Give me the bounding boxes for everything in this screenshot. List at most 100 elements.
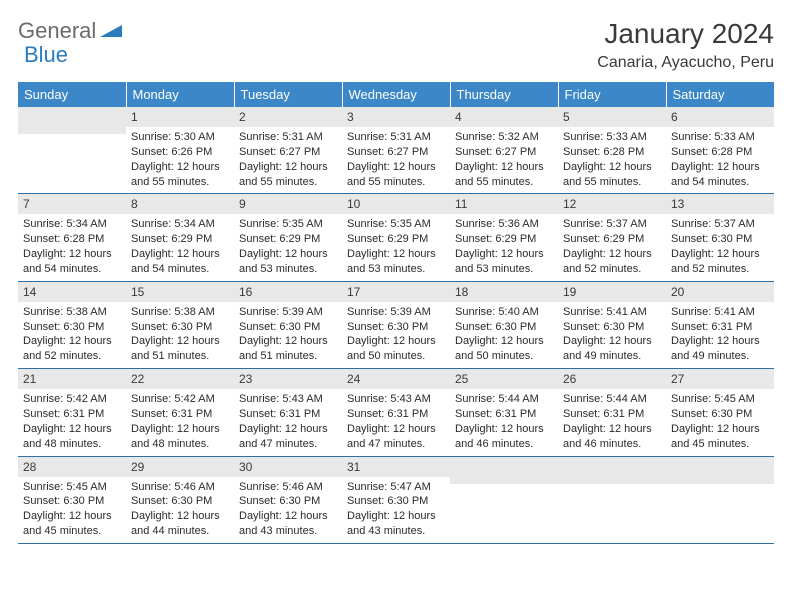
day-number: 16 (234, 282, 342, 302)
day-number: 20 (666, 282, 774, 302)
day-info: Sunrise: 5:37 AMSunset: 6:30 PMDaylight:… (666, 214, 774, 280)
day-info: Sunrise: 5:34 AMSunset: 6:29 PMDaylight:… (126, 214, 234, 280)
weekday-header: Tuesday (234, 82, 342, 107)
calendar-day-cell: 3Sunrise: 5:31 AMSunset: 6:27 PMDaylight… (342, 107, 450, 194)
day-number: 31 (342, 457, 450, 477)
day-number: 26 (558, 369, 666, 389)
day-info: Sunrise: 5:38 AMSunset: 6:30 PMDaylight:… (18, 302, 126, 368)
day-info: Sunrise: 5:46 AMSunset: 6:30 PMDaylight:… (126, 477, 234, 543)
month-title: January 2024 (597, 18, 774, 50)
calendar-day-cell: 13Sunrise: 5:37 AMSunset: 6:30 PMDayligh… (666, 194, 774, 281)
calendar-day-cell: 1Sunrise: 5:30 AMSunset: 6:26 PMDaylight… (126, 107, 234, 194)
calendar-day-cell: 28Sunrise: 5:45 AMSunset: 6:30 PMDayligh… (18, 456, 126, 543)
day-info: Sunrise: 5:44 AMSunset: 6:31 PMDaylight:… (558, 389, 666, 455)
day-info: Sunrise: 5:35 AMSunset: 6:29 PMDaylight:… (342, 214, 450, 280)
calendar-day-cell: 18Sunrise: 5:40 AMSunset: 6:30 PMDayligh… (450, 281, 558, 368)
day-info: Sunrise: 5:45 AMSunset: 6:30 PMDaylight:… (18, 477, 126, 543)
day-number: 28 (18, 457, 126, 477)
calendar-day-cell: 9Sunrise: 5:35 AMSunset: 6:29 PMDaylight… (234, 194, 342, 281)
day-number: 1 (126, 107, 234, 127)
day-info: Sunrise: 5:37 AMSunset: 6:29 PMDaylight:… (558, 214, 666, 280)
calendar-day-cell: 4Sunrise: 5:32 AMSunset: 6:27 PMDaylight… (450, 107, 558, 194)
calendar-day-cell: 2Sunrise: 5:31 AMSunset: 6:27 PMDaylight… (234, 107, 342, 194)
calendar-day-cell: 26Sunrise: 5:44 AMSunset: 6:31 PMDayligh… (558, 369, 666, 456)
day-number: 23 (234, 369, 342, 389)
day-info: Sunrise: 5:47 AMSunset: 6:30 PMDaylight:… (342, 477, 450, 543)
calendar-day-cell: 27Sunrise: 5:45 AMSunset: 6:30 PMDayligh… (666, 369, 774, 456)
day-info: Sunrise: 5:44 AMSunset: 6:31 PMDaylight:… (450, 389, 558, 455)
day-number: 13 (666, 194, 774, 214)
calendar-week-row: 28Sunrise: 5:45 AMSunset: 6:30 PMDayligh… (18, 456, 774, 543)
day-info (18, 127, 126, 134)
calendar-day-cell: 30Sunrise: 5:46 AMSunset: 6:30 PMDayligh… (234, 456, 342, 543)
day-number: 14 (18, 282, 126, 302)
calendar-day-cell: 11Sunrise: 5:36 AMSunset: 6:29 PMDayligh… (450, 194, 558, 281)
day-info: Sunrise: 5:31 AMSunset: 6:27 PMDaylight:… (234, 127, 342, 193)
day-number: 17 (342, 282, 450, 302)
calendar-day-cell: 15Sunrise: 5:38 AMSunset: 6:30 PMDayligh… (126, 281, 234, 368)
logo: General (18, 18, 124, 44)
calendar-day-cell: 23Sunrise: 5:43 AMSunset: 6:31 PMDayligh… (234, 369, 342, 456)
calendar-day-cell: 7Sunrise: 5:34 AMSunset: 6:28 PMDaylight… (18, 194, 126, 281)
calendar-day-cell: 25Sunrise: 5:44 AMSunset: 6:31 PMDayligh… (450, 369, 558, 456)
day-info: Sunrise: 5:42 AMSunset: 6:31 PMDaylight:… (126, 389, 234, 455)
header: General January 2024 Canaria, Ayacucho, … (18, 18, 774, 72)
calendar-day-cell: 6Sunrise: 5:33 AMSunset: 6:28 PMDaylight… (666, 107, 774, 194)
calendar-week-row: 7Sunrise: 5:34 AMSunset: 6:28 PMDaylight… (18, 194, 774, 281)
logo-blue-row: Blue (24, 42, 68, 68)
day-number: 4 (450, 107, 558, 127)
day-info: Sunrise: 5:30 AMSunset: 6:26 PMDaylight:… (126, 127, 234, 193)
weekday-header: Monday (126, 82, 234, 107)
day-info: Sunrise: 5:34 AMSunset: 6:28 PMDaylight:… (18, 214, 126, 280)
calendar-day-cell: 24Sunrise: 5:43 AMSunset: 6:31 PMDayligh… (342, 369, 450, 456)
calendar-empty-cell (18, 107, 126, 194)
calendar-day-cell: 22Sunrise: 5:42 AMSunset: 6:31 PMDayligh… (126, 369, 234, 456)
day-number (666, 457, 774, 477)
calendar-day-cell: 20Sunrise: 5:41 AMSunset: 6:31 PMDayligh… (666, 281, 774, 368)
day-info: Sunrise: 5:33 AMSunset: 6:28 PMDaylight:… (558, 127, 666, 193)
title-block: January 2024 Canaria, Ayacucho, Peru (597, 18, 774, 72)
day-info: Sunrise: 5:39 AMSunset: 6:30 PMDaylight:… (342, 302, 450, 368)
day-info: Sunrise: 5:45 AMSunset: 6:30 PMDaylight:… (666, 389, 774, 455)
logo-text-blue: Blue (24, 42, 68, 67)
day-info: Sunrise: 5:46 AMSunset: 6:30 PMDaylight:… (234, 477, 342, 543)
calendar-header-row: SundayMondayTuesdayWednesdayThursdayFrid… (18, 82, 774, 107)
calendar-empty-cell (666, 456, 774, 543)
day-number (558, 457, 666, 477)
day-number: 11 (450, 194, 558, 214)
day-number: 8 (126, 194, 234, 214)
day-info (450, 477, 558, 484)
day-number: 22 (126, 369, 234, 389)
day-number: 2 (234, 107, 342, 127)
day-number: 25 (450, 369, 558, 389)
day-number: 12 (558, 194, 666, 214)
day-info: Sunrise: 5:36 AMSunset: 6:29 PMDaylight:… (450, 214, 558, 280)
day-info: Sunrise: 5:32 AMSunset: 6:27 PMDaylight:… (450, 127, 558, 193)
day-info: Sunrise: 5:35 AMSunset: 6:29 PMDaylight:… (234, 214, 342, 280)
calendar-day-cell: 12Sunrise: 5:37 AMSunset: 6:29 PMDayligh… (558, 194, 666, 281)
day-number: 30 (234, 457, 342, 477)
day-info: Sunrise: 5:38 AMSunset: 6:30 PMDaylight:… (126, 302, 234, 368)
weekday-header: Friday (558, 82, 666, 107)
day-number: 7 (18, 194, 126, 214)
calendar-empty-cell (450, 456, 558, 543)
location: Canaria, Ayacucho, Peru (597, 54, 774, 72)
calendar-week-row: 21Sunrise: 5:42 AMSunset: 6:31 PMDayligh… (18, 369, 774, 456)
day-info: Sunrise: 5:31 AMSunset: 6:27 PMDaylight:… (342, 127, 450, 193)
calendar-table: SundayMondayTuesdayWednesdayThursdayFrid… (18, 82, 774, 544)
day-number: 24 (342, 369, 450, 389)
calendar-day-cell: 19Sunrise: 5:41 AMSunset: 6:30 PMDayligh… (558, 281, 666, 368)
day-info: Sunrise: 5:41 AMSunset: 6:31 PMDaylight:… (666, 302, 774, 368)
calendar-day-cell: 16Sunrise: 5:39 AMSunset: 6:30 PMDayligh… (234, 281, 342, 368)
day-info: Sunrise: 5:41 AMSunset: 6:30 PMDaylight:… (558, 302, 666, 368)
weekday-header: Sunday (18, 82, 126, 107)
day-number: 21 (18, 369, 126, 389)
day-info: Sunrise: 5:39 AMSunset: 6:30 PMDaylight:… (234, 302, 342, 368)
calendar-day-cell: 5Sunrise: 5:33 AMSunset: 6:28 PMDaylight… (558, 107, 666, 194)
day-info: Sunrise: 5:43 AMSunset: 6:31 PMDaylight:… (234, 389, 342, 455)
day-info: Sunrise: 5:42 AMSunset: 6:31 PMDaylight:… (18, 389, 126, 455)
calendar-day-cell: 29Sunrise: 5:46 AMSunset: 6:30 PMDayligh… (126, 456, 234, 543)
day-number: 5 (558, 107, 666, 127)
calendar-day-cell: 8Sunrise: 5:34 AMSunset: 6:29 PMDaylight… (126, 194, 234, 281)
weekday-header: Thursday (450, 82, 558, 107)
